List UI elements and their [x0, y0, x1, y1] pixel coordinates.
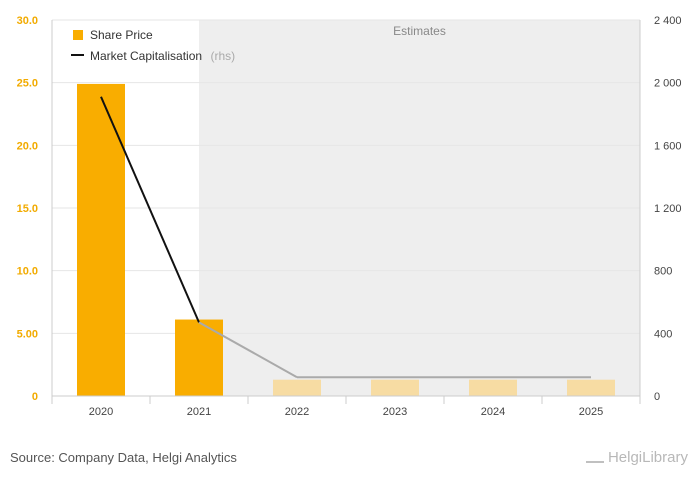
axes	[51, 20, 641, 404]
source-note: Source: Company Data, Helgi Analytics	[10, 450, 237, 465]
x-tick-label: 2022	[285, 406, 309, 418]
chart: Estimates 0 5.00 10.0 15.0 20.0 25.0 30.0 0 400…	[17, 15, 682, 418]
right-tick-label: 1 600	[654, 140, 682, 152]
bar-2023	[371, 379, 419, 396]
right-tick-label: 2 400	[654, 15, 682, 27]
estimates-label: Estimates	[393, 24, 446, 38]
left-axis-ticks: 0 5.00 10.0 15.0 20.0 25.0 30.0	[17, 15, 38, 403]
right-tick-label: 2 000	[654, 78, 682, 90]
bar-2024	[469, 379, 517, 396]
right-tick-label: 1 200	[654, 203, 682, 215]
x-tick-label: 2020	[89, 406, 113, 418]
market-cap-line	[100, 96, 591, 379]
left-tick-label: 30.0	[17, 15, 38, 27]
right-tick-label: 800	[654, 266, 672, 278]
legend-share-price-label: Share Price	[90, 28, 153, 42]
left-tick-label: 25.0	[17, 78, 38, 90]
left-tick-label: 5.00	[17, 328, 38, 340]
x-tick-label: 2024	[481, 406, 505, 418]
library-icon	[585, 449, 604, 463]
left-tick-label: 0	[32, 391, 38, 403]
brand-name: HelgiLibrary	[607, 449, 688, 466]
legend: Share Price Market Capitalisation (rhs)	[71, 28, 235, 64]
legend-share-price-swatch	[73, 30, 83, 40]
right-tick-label: 0	[654, 391, 660, 403]
line-segment	[100, 96, 200, 323]
x-axis-ticks: 2020 2021 2022 2023 2024 2025	[89, 406, 603, 418]
right-axis-ticks: 0 400 800 1 200 1 600 2 000 2 400	[654, 15, 682, 403]
brand-logo: HelgiLibrary	[585, 448, 688, 466]
line-segment	[198, 321, 298, 379]
right-tick-label: 400	[654, 328, 672, 340]
legend-market-cap-label: Market Capitalisation	[90, 49, 202, 63]
bar-2020	[77, 83, 125, 397]
bar-2022	[273, 379, 321, 396]
x-tick-label: 2023	[383, 406, 407, 418]
legend-rhs-suffix: (rhs)	[211, 49, 236, 63]
x-tick-label: 2021	[187, 406, 211, 418]
x-tick-label: 2025	[579, 406, 603, 418]
legend-market-cap-text: Market Capitalisation (rhs)	[90, 47, 235, 64]
left-tick-label: 15.0	[17, 203, 38, 215]
bar-2025	[567, 379, 615, 396]
left-tick-label: 20.0	[17, 140, 38, 152]
left-tick-label: 10.0	[17, 266, 38, 278]
